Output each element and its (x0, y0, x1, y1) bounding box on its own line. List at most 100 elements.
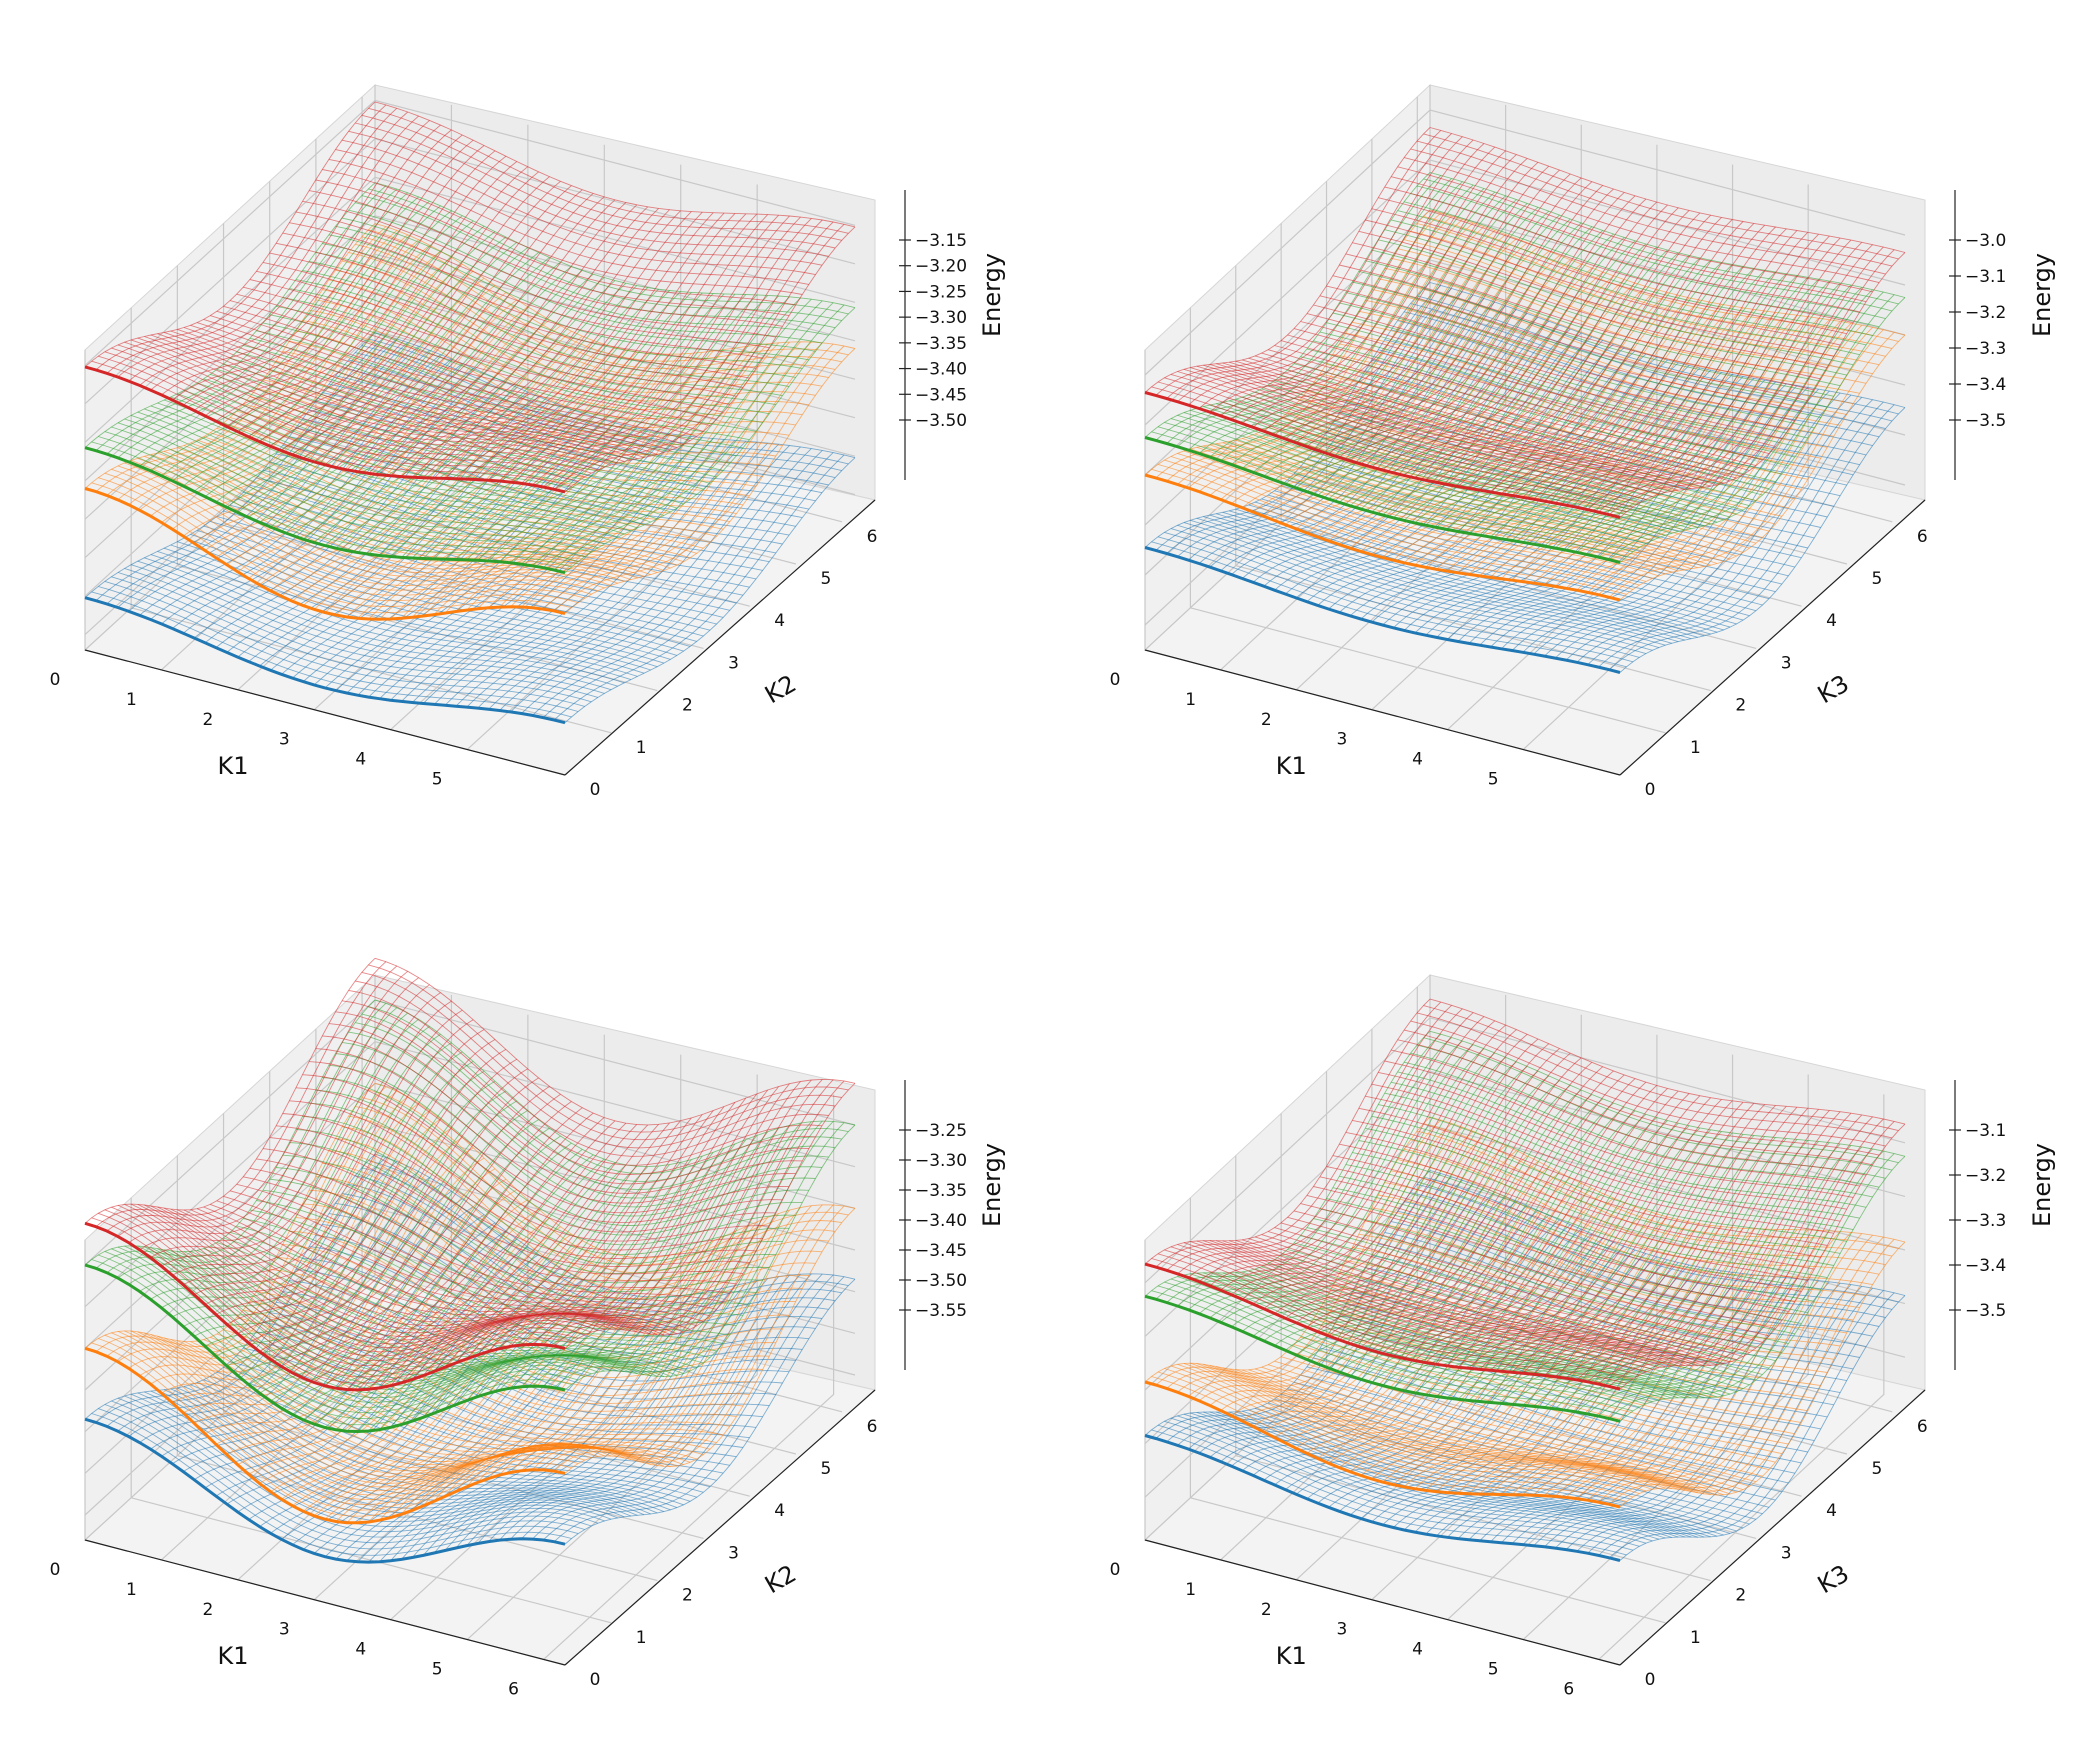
mesh-line (276, 1167, 757, 1301)
mesh-line (1170, 1365, 1647, 1492)
surface-edge (1144, 546, 1621, 674)
x-gridline (543, 1094, 835, 1660)
y-tick-label: 6 (867, 527, 878, 547)
mesh-line (1339, 1315, 1815, 1442)
z-tick-label: −3.0 (1965, 231, 2006, 251)
mesh-line (1183, 368, 1660, 495)
y-tick-label: 3 (728, 1543, 739, 1563)
surface-edge (1144, 1380, 1621, 1509)
mesh-line (1300, 1235, 1776, 1362)
y-tick-label: 3 (1781, 1543, 1792, 1563)
mesh-line (1429, 1170, 1906, 1296)
mesh-line (157, 452, 638, 579)
mesh-line (117, 572, 599, 698)
mesh-line (368, 1006, 849, 1175)
mesh-line (1164, 1249, 1640, 1376)
z-tick-label: −3.3 (1965, 1211, 2006, 1231)
mesh-line (269, 1178, 750, 1309)
mesh-line (309, 1246, 790, 1382)
mesh-line (117, 1204, 599, 1362)
mesh-line (1345, 1164, 1821, 1291)
mesh-line (137, 337, 618, 464)
mesh-line (1151, 1429, 1627, 1556)
panel-k1-k3-top: 0 1 2 3 4 5 0 1 2 3 4 5 6 −3.0 −3.1 −3.2 −3.3 −3.4 −3.5 K1 K… (1060, 0, 2080, 860)
mesh-line (137, 1392, 618, 1519)
mesh-line (249, 1167, 730, 1294)
mesh-line (1170, 1417, 1647, 1544)
z-tick-label: −3.40 (915, 360, 967, 380)
mesh-line (1222, 442, 1698, 569)
mesh-line (1267, 1231, 1744, 1357)
mesh-line (282, 1291, 763, 1418)
mesh-line (223, 510, 704, 637)
mesh-line (1371, 208, 1847, 335)
z-tick-label: −3.2 (1965, 303, 2006, 323)
mesh-line (1164, 377, 1640, 504)
x-tick-label: 6 (508, 1679, 519, 1699)
mesh-line (1403, 239, 1880, 366)
z-tick-label: −3.40 (915, 1211, 967, 1231)
x-tick-label: 0 (1110, 670, 1121, 690)
mesh-line (289, 222, 770, 349)
mesh-line (1429, 1030, 1906, 1157)
mesh-line (243, 286, 724, 413)
mesh-line (117, 1397, 599, 1533)
mesh-line (117, 344, 599, 471)
mesh-line (1423, 1176, 1899, 1303)
surface-band-4 (1144, 998, 1906, 1391)
mesh-line (1365, 1127, 1841, 1254)
mesh-line (130, 414, 612, 541)
x-gridline (1447, 1054, 1734, 1621)
y-tick-label: 2 (682, 1586, 693, 1606)
mesh-line (1254, 1368, 1731, 1495)
surface-edge (1144, 436, 1621, 564)
surface-band-4 (84, 101, 856, 494)
z-tick-label: −3.25 (915, 1121, 967, 1141)
y-tick-label: 4 (774, 611, 785, 631)
mesh-line (196, 529, 678, 656)
mesh-line (341, 139, 823, 266)
mesh-line (150, 554, 632, 681)
mesh-line (1287, 334, 1763, 461)
mesh-line (157, 1389, 638, 1516)
x-gridline (84, 975, 376, 1541)
x-axis-line (1144, 1539, 1621, 1666)
x-gridline (390, 1054, 682, 1621)
x-gridline (1598, 1094, 1885, 1660)
mesh-line (137, 411, 618, 538)
mesh-line (104, 580, 585, 707)
mesh-line (1170, 418, 1647, 545)
mesh-line (1190, 1362, 1666, 1489)
y-tick-label: 0 (590, 780, 601, 800)
mesh-line (229, 1323, 711, 1450)
mesh-line (256, 270, 737, 397)
mesh-line (124, 568, 605, 694)
mesh-line (1352, 1119, 1828, 1246)
x-axis-line (84, 649, 566, 776)
z-tick-label: −3.50 (915, 1271, 967, 1291)
mesh-line (1177, 452, 1653, 579)
mesh-line (1242, 396, 1718, 523)
mesh-line (124, 418, 605, 545)
z-tick-label: −3.5 (1965, 411, 2006, 431)
mesh-line (1164, 459, 1640, 586)
mesh-line (1397, 210, 1873, 337)
mesh-line (1235, 508, 1711, 635)
mesh-line (1229, 1368, 1705, 1495)
mesh-line (1358, 1107, 1834, 1234)
mesh-line (144, 336, 625, 462)
mesh-line (1358, 1233, 1834, 1360)
x-gridline (1144, 85, 1431, 651)
mesh-line (1332, 312, 1808, 439)
mesh-line (1183, 450, 1660, 577)
mesh-line (1326, 1166, 1802, 1292)
mesh-line (1222, 511, 1698, 638)
mesh-line (315, 1048, 796, 1204)
mesh-line (163, 331, 645, 458)
y-gridline (222, 1113, 704, 1539)
mesh-line (1254, 501, 1731, 628)
mesh-line (1235, 1369, 1711, 1496)
mesh-line (104, 472, 585, 602)
z-tick-label: −3.50 (915, 411, 967, 431)
mesh-line (1293, 473, 1770, 600)
